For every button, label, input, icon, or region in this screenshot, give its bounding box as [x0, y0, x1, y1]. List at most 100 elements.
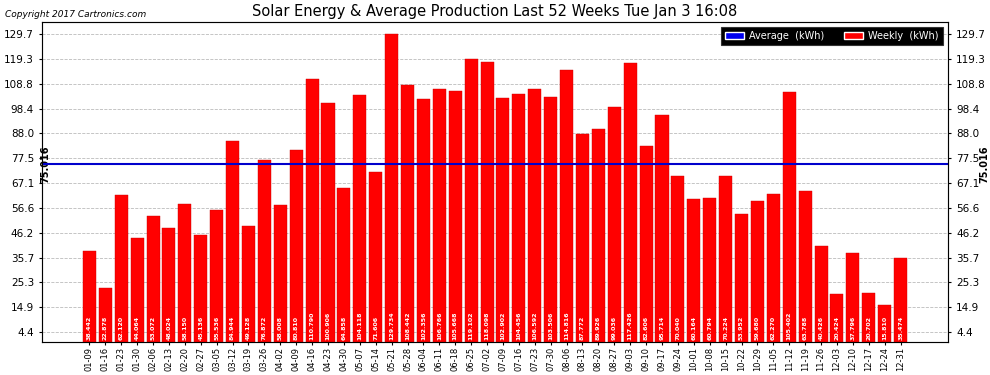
Text: 99.036: 99.036: [612, 316, 617, 340]
Bar: [496, 98, 510, 342]
Text: 106.766: 106.766: [437, 312, 442, 340]
Bar: [131, 238, 144, 342]
Bar: [147, 216, 159, 342]
Text: 104.118: 104.118: [357, 312, 362, 340]
Legend: Average  (kWh), Weekly  (kWh): Average (kWh), Weekly (kWh): [721, 27, 942, 45]
Text: 114.816: 114.816: [564, 311, 569, 340]
Text: 82.606: 82.606: [644, 316, 648, 340]
Bar: [385, 34, 398, 342]
Text: 35.474: 35.474: [898, 316, 903, 340]
Text: 70.040: 70.040: [675, 316, 680, 340]
Text: 20.424: 20.424: [835, 316, 840, 340]
Text: 38.442: 38.442: [87, 316, 92, 340]
Bar: [576, 134, 589, 342]
Text: 15.810: 15.810: [882, 316, 887, 340]
Text: 48.024: 48.024: [166, 316, 171, 340]
Text: 100.906: 100.906: [326, 312, 331, 340]
Bar: [210, 210, 223, 342]
Text: 45.136: 45.136: [198, 316, 203, 340]
Text: 62.120: 62.120: [119, 316, 124, 340]
Text: 49.128: 49.128: [246, 316, 251, 340]
Text: 60.794: 60.794: [707, 316, 712, 340]
Text: 53.072: 53.072: [150, 316, 155, 340]
Bar: [99, 288, 112, 342]
Bar: [815, 246, 828, 342]
Text: 70.224: 70.224: [723, 316, 728, 340]
Text: 95.714: 95.714: [659, 316, 664, 340]
Bar: [544, 96, 557, 342]
Text: 40.426: 40.426: [819, 316, 824, 340]
Bar: [448, 92, 461, 342]
Text: 53.952: 53.952: [739, 316, 744, 340]
Text: 102.356: 102.356: [421, 312, 426, 340]
Bar: [306, 79, 319, 342]
Text: 84.944: 84.944: [230, 316, 235, 340]
Text: 63.788: 63.788: [803, 316, 808, 340]
Bar: [290, 150, 303, 342]
Text: 104.456: 104.456: [517, 312, 522, 340]
Text: 20.702: 20.702: [866, 316, 871, 340]
Bar: [353, 95, 366, 342]
Text: 108.442: 108.442: [405, 312, 410, 340]
Bar: [783, 92, 796, 342]
Text: 119.102: 119.102: [468, 312, 473, 340]
Bar: [257, 160, 271, 342]
Bar: [322, 103, 335, 342]
Text: 64.858: 64.858: [342, 316, 346, 340]
Text: 37.796: 37.796: [850, 316, 855, 340]
Bar: [735, 214, 748, 342]
Bar: [369, 172, 382, 342]
Bar: [655, 115, 668, 342]
Bar: [751, 201, 764, 342]
Bar: [671, 176, 684, 342]
Bar: [640, 146, 652, 342]
Bar: [226, 141, 239, 342]
Bar: [719, 176, 733, 342]
Text: 58.150: 58.150: [182, 316, 187, 340]
Bar: [338, 188, 350, 342]
Text: 62.270: 62.270: [771, 316, 776, 340]
Text: 87.772: 87.772: [580, 316, 585, 340]
Text: 129.734: 129.734: [389, 311, 394, 340]
Text: 60.164: 60.164: [691, 316, 696, 340]
Text: 105.668: 105.668: [452, 312, 457, 340]
Title: Solar Energy & Average Production Last 52 Weeks Tue Jan 3 16:08: Solar Energy & Average Production Last 5…: [252, 4, 738, 19]
Bar: [480, 62, 494, 342]
Bar: [194, 235, 207, 342]
Bar: [687, 200, 700, 342]
Text: 118.098: 118.098: [484, 312, 489, 340]
Bar: [417, 99, 430, 342]
Bar: [274, 205, 287, 342]
Text: 89.926: 89.926: [596, 316, 601, 340]
Bar: [401, 85, 414, 342]
Text: 103.506: 103.506: [548, 312, 553, 340]
Bar: [767, 195, 780, 342]
Text: 102.902: 102.902: [501, 312, 506, 340]
Text: 75.016: 75.016: [40, 146, 50, 183]
Text: 117.426: 117.426: [628, 311, 633, 340]
Bar: [433, 89, 446, 342]
Bar: [115, 195, 128, 342]
Text: 80.810: 80.810: [294, 316, 299, 340]
Text: 44.064: 44.064: [135, 316, 140, 340]
Bar: [242, 226, 255, 342]
Text: 58.008: 58.008: [278, 316, 283, 340]
Bar: [894, 258, 907, 342]
Text: 22.878: 22.878: [103, 316, 108, 340]
Text: 106.592: 106.592: [533, 312, 538, 340]
Bar: [624, 63, 637, 342]
Bar: [878, 305, 891, 342]
Text: 71.606: 71.606: [373, 316, 378, 340]
Text: 55.536: 55.536: [214, 316, 219, 340]
Bar: [178, 204, 191, 342]
Text: 75.016: 75.016: [979, 146, 990, 183]
Bar: [162, 228, 175, 342]
Bar: [608, 107, 621, 342]
Text: 59.680: 59.680: [755, 316, 760, 340]
Bar: [529, 89, 542, 342]
Text: Copyright 2017 Cartronics.com: Copyright 2017 Cartronics.com: [5, 10, 147, 19]
Bar: [464, 60, 477, 342]
Bar: [560, 70, 573, 342]
Text: 110.790: 110.790: [310, 312, 315, 340]
Text: 76.872: 76.872: [262, 316, 267, 340]
